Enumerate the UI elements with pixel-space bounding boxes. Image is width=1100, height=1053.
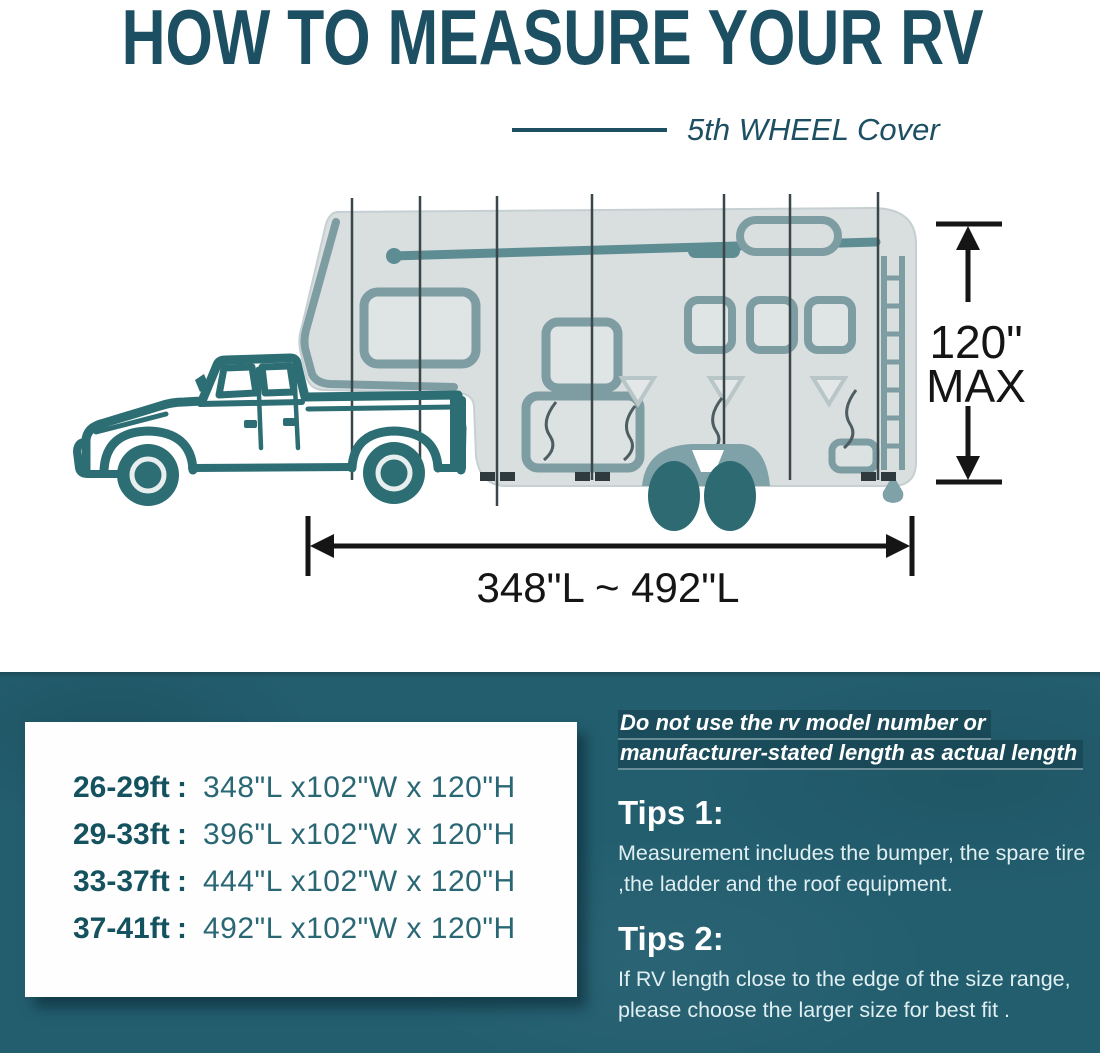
rv-storage-door [521, 391, 645, 473]
rv-fender-notch [692, 450, 724, 472]
subtitle-dash-line [512, 128, 667, 132]
size-range: 33-37ft [73, 865, 170, 898]
tips-column: Do not use the rv model number or manufa… [618, 710, 1098, 1026]
truck-door-handle-1 [244, 420, 257, 428]
truck-door-line-1 [255, 366, 264, 451]
rv-roof-pod [688, 243, 740, 258]
truck-door-handle-2 [283, 418, 296, 426]
rv-mid-window [541, 317, 623, 393]
truck-hood-crease [93, 411, 169, 435]
size-dimensions: 396"L x102"W x 120"H [203, 818, 516, 851]
diagram-section: HOW TO MEASURE YOUR RV 5th WHEEL Cover [0, 0, 1100, 611]
size-chart-card: 26-29ft : 348"L x102"W x 120"H 29-33ft :… [25, 722, 577, 997]
rv-cover-front-edge [300, 218, 458, 391]
rv-small-window-1 [684, 296, 736, 354]
subtitle: 5th WHEEL Cover [512, 112, 940, 148]
truck-body-outline [81, 353, 467, 475]
truck-mirror [195, 374, 209, 392]
tip-2-body: If RV length close to the edge of the si… [618, 967, 1071, 1022]
rv-roof-rail-knob [386, 248, 402, 264]
size-separator: : [177, 912, 187, 945]
size-dimensions: 444"L x102"W x 120"H [203, 865, 516, 898]
page-title-text: HOW TO MEASURE YOUR RV [121, 0, 984, 81]
warning-line-2: manufacturer-stated length as actual len… [618, 740, 1084, 770]
size-range: 26-29ft [73, 771, 170, 804]
subtitle-label: 5th WHEEL Cover [687, 112, 940, 147]
rv-measurement-diagram: 120" MAX 348"L ~ 492"L [73, 192, 1026, 611]
rv-small-window-2 [746, 296, 798, 354]
truck-front-window [215, 363, 260, 399]
rv-cover-illustration [298, 192, 917, 531]
size-chart-row: 29-33ft : 396"L x102"W x 120"H [73, 811, 557, 858]
truck-rear-wheel-arch [347, 426, 443, 473]
rv-wheel-rear [704, 461, 756, 531]
size-chart-row: 26-29ft : 348"L x102"W x 120"H [73, 764, 557, 811]
size-dimensions: 348"L x102"W x 120"H [203, 771, 516, 804]
rv-rear-tensioner [882, 475, 904, 503]
truck-front-wheel [117, 444, 179, 506]
truck-rocker-line [188, 463, 356, 472]
truck-front-hub [129, 456, 167, 494]
truck-front-wheel-arch [99, 426, 198, 475]
rv-ladder [881, 256, 905, 470]
length-range-label: 348"L ~ 492"L [477, 564, 740, 611]
rv-strap-v-marks [618, 376, 849, 408]
size-separator: : [177, 771, 187, 804]
tip-1-title: Tips 1: [618, 794, 724, 831]
truck-illustration [73, 353, 467, 506]
size-dimensions: 492"L x102"W x 120"H [203, 912, 516, 945]
tip-2-title: Tips 2: [618, 920, 724, 957]
truck-rear-window [258, 362, 298, 397]
size-range: 37-41ft [73, 912, 170, 945]
size-chart-row: 37-41ft : 492"L x102"W x 120"H [73, 905, 557, 952]
size-chart-row: 33-37ft : 444"L x102"W x 120"H [73, 858, 557, 905]
truck-rear-wheel [363, 442, 425, 504]
size-separator: : [177, 865, 187, 898]
rv-small-window-3 [804, 296, 856, 354]
tip-1-body: Measurement includes the bumper, the spa… [618, 841, 1086, 896]
height-value-label: 120" [929, 316, 1022, 368]
truck-rear-hub [375, 454, 413, 492]
warning-note: Do not use the rv model number or manufa… [618, 710, 1098, 770]
truck-door-line-2 [291, 364, 301, 451]
rv-wheel-front [648, 461, 700, 531]
size-separator: : [177, 818, 187, 851]
size-range: 29-33ft [73, 818, 170, 851]
height-qualifier-label: MAX [926, 360, 1026, 412]
rv-rear-plate [828, 438, 880, 474]
height-dimension-arrow [936, 221, 1002, 485]
truck-beltline [197, 399, 305, 407]
warning-line-1: Do not use the rv model number or [618, 710, 992, 740]
truck-bed-rail [305, 404, 459, 412]
length-dimension-arrow [305, 516, 915, 576]
page-title: HOW TO MEASURE YOUR RV [0, 0, 1100, 81]
info-section: 26-29ft : 348"L x102"W x 120"H 29-33ft :… [0, 672, 1100, 1053]
truck-front-bumper [73, 438, 122, 478]
